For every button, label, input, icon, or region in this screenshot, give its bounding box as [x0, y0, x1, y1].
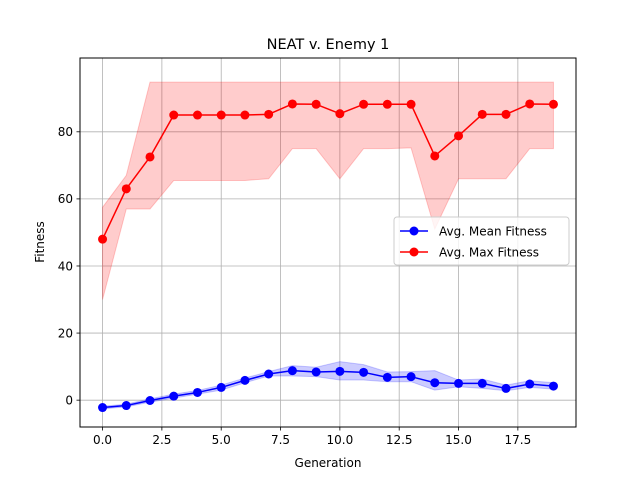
- x-tick-label: 10.0: [327, 433, 354, 447]
- x-tick-label: 5.0: [212, 433, 231, 447]
- band-max: [102, 81, 554, 300]
- point-max: [548, 99, 558, 109]
- point-max: [406, 99, 416, 109]
- point-max: [240, 110, 250, 120]
- point-mean: [406, 372, 416, 382]
- legend: Avg. Mean Fitness Avg. Max Fitness: [393, 216, 570, 266]
- point-mean: [359, 367, 369, 377]
- point-mean: [430, 378, 440, 388]
- legend-marker-mean: [409, 226, 419, 236]
- legend-label-max: Avg. Max Fitness: [439, 246, 539, 260]
- y-tick-label: 80: [58, 125, 73, 139]
- y-tick-label: 60: [58, 192, 73, 206]
- point-mean: [145, 395, 155, 405]
- point-max: [145, 152, 155, 162]
- point-mean: [192, 387, 202, 397]
- point-mean: [121, 401, 131, 411]
- point-max: [121, 184, 131, 194]
- point-max: [477, 109, 487, 119]
- legend-box: [393, 216, 570, 266]
- y-tick-label: 0: [65, 393, 73, 407]
- point-max: [98, 234, 108, 244]
- point-mean: [477, 378, 487, 388]
- series-points: [98, 99, 558, 413]
- point-max: [335, 109, 345, 119]
- point-mean: [501, 383, 511, 393]
- point-max: [382, 99, 392, 109]
- x-tick-label: 15.0: [445, 433, 472, 447]
- point-mean: [548, 381, 558, 391]
- point-max: [264, 109, 274, 119]
- point-mean: [98, 403, 108, 413]
- point-mean: [311, 367, 321, 377]
- point-mean: [525, 379, 535, 389]
- x-tick-label: 7.5: [271, 433, 290, 447]
- point-max: [192, 110, 202, 120]
- point-max: [454, 131, 464, 141]
- point-mean: [454, 378, 464, 388]
- y-axis-ticks: 0 20 40 60 80: [58, 125, 80, 407]
- x-tick-label: 17.5: [504, 433, 531, 447]
- y-axis-title: Fitness: [33, 221, 47, 263]
- point-max: [216, 110, 226, 120]
- point-mean: [335, 366, 345, 376]
- point-max: [525, 99, 535, 109]
- point-max: [359, 99, 369, 109]
- legend-label-mean: Avg. Mean Fitness: [439, 225, 547, 239]
- point-max: [501, 109, 511, 119]
- point-mean: [287, 366, 297, 376]
- y-tick-label: 40: [58, 259, 73, 273]
- point-mean: [264, 369, 274, 379]
- point-mean: [216, 382, 226, 392]
- point-mean: [169, 391, 179, 401]
- y-tick-label: 20: [58, 326, 73, 340]
- point-mean: [240, 375, 250, 385]
- legend-marker-max: [409, 247, 419, 257]
- plot-frame: [79, 57, 577, 428]
- x-tick-label: 0.0: [93, 433, 112, 447]
- point-max: [287, 99, 297, 109]
- x-axis-ticks: 0.0 2.5 5.0 7.5 10.0 12.5 15.0 17.5: [93, 427, 531, 447]
- x-tick-label: 2.5: [152, 433, 171, 447]
- x-axis-title: Generation: [295, 456, 362, 470]
- point-max: [430, 151, 440, 161]
- point-max: [169, 110, 179, 120]
- point-max: [311, 99, 321, 109]
- point-mean: [382, 372, 392, 382]
- x-tick-label: 12.5: [386, 433, 413, 447]
- chart-title: NEAT v. Enemy 1: [267, 37, 390, 53]
